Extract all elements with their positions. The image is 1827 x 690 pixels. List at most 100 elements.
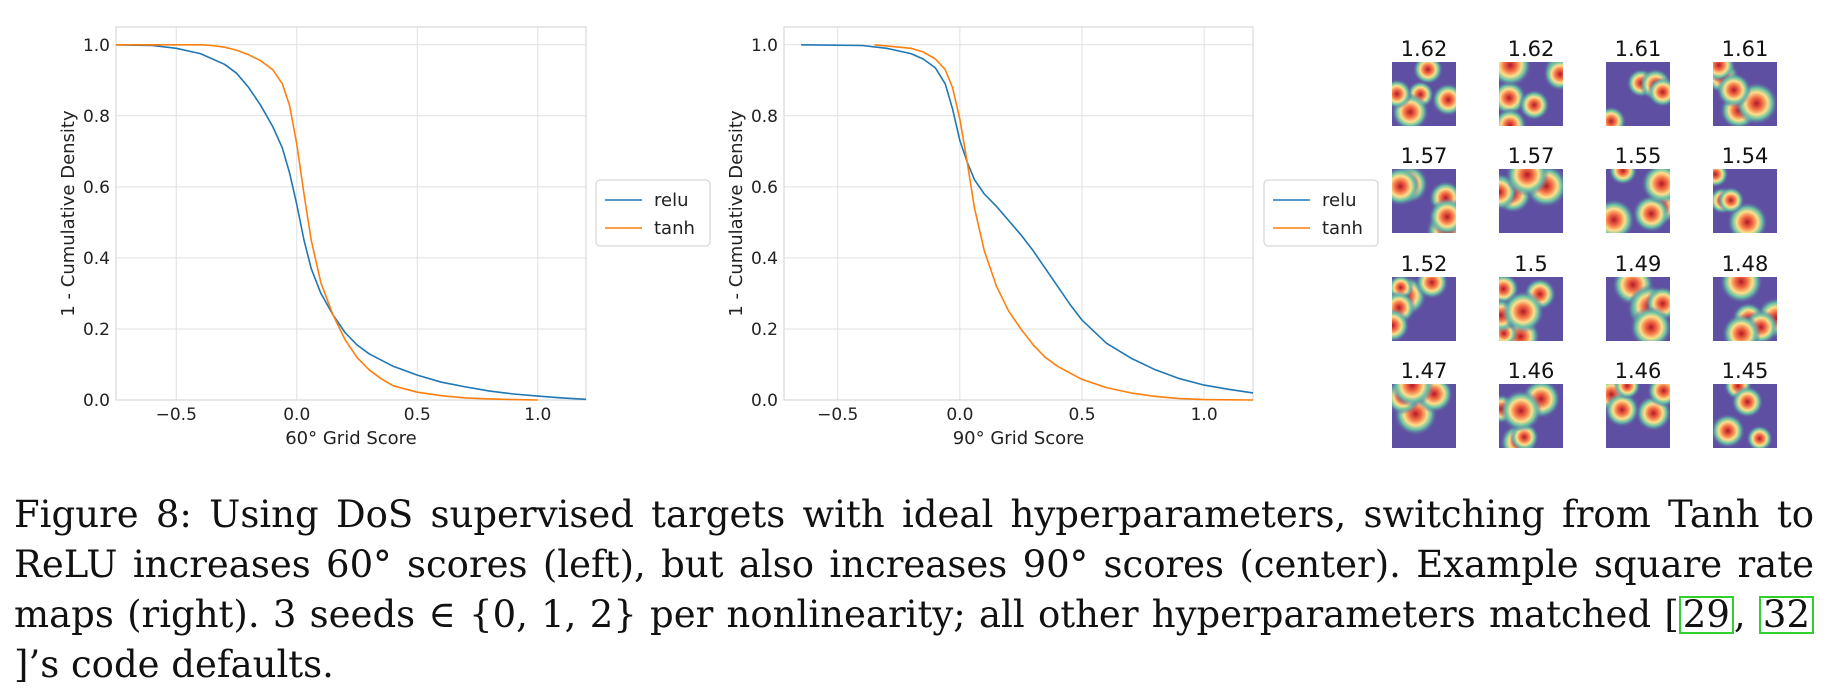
rate-map-blob — [1428, 198, 1456, 233]
left-ytick-label: 0.0 — [83, 391, 110, 411]
rate-map-blob — [1632, 194, 1670, 233]
rate-map-score: 1.54 — [1722, 144, 1769, 168]
rate-map-score: 1.62 — [1401, 37, 1448, 61]
left-xlabel: 60° Grid Score — [285, 428, 417, 449]
left-series-relu — [115, 44, 587, 401]
rate-map-blob — [1713, 413, 1746, 448]
center-xtick-label: 0.5 — [1068, 405, 1095, 425]
rate-map-blob — [1501, 290, 1545, 333]
center-ytick-label: 0.6 — [751, 178, 778, 198]
rate-map-blob — [1392, 169, 1421, 207]
chart-left-60-degree: −0.5 0.0 0.5 1.0 0.0 0.2 0.4 0.6 0.8 1.0 60° Grid … — [58, 26, 711, 449]
caption-text-end: ’s code defaults. — [28, 643, 334, 686]
rate-map-blob — [1543, 62, 1563, 91]
rate-map-score: 1.48 — [1722, 252, 1769, 276]
rate-map-score: 1.49 — [1615, 252, 1662, 276]
figure-caption: Figure 8: Using DoS supervised targets w… — [14, 493, 1814, 686]
left-series-tanh — [116, 43, 538, 401]
rate-map-grid: 1.62 1.62 1.61 1.61 1.57 1.57 1.55 1.54 1.52 1.5 1… — [1392, 37, 1777, 448]
center-legend: relu tanh — [1263, 179, 1379, 247]
left-legend-box — [595, 179, 711, 247]
rate-map-blob — [1629, 306, 1670, 341]
rate-map-blob — [1518, 89, 1550, 121]
rate-map-score: 1.46 — [1508, 359, 1555, 383]
left-ylabel: 1 - Cumulative Density — [58, 110, 79, 317]
rate-map: 1.5 — [1499, 252, 1563, 341]
center-ytick-label: 0.2 — [751, 320, 778, 340]
rate-map-blob — [1392, 78, 1412, 109]
rate-map-blob — [1613, 384, 1641, 400]
caption-text: Figure 8: Using DoS supervised targets w… — [14, 493, 1814, 636]
left-ytick-label: 0.2 — [83, 320, 110, 340]
citation-link-32[interactable]: 32 — [1758, 596, 1814, 634]
left-xtick-label: 1.0 — [524, 405, 551, 425]
rate-map: 1.61 — [1606, 37, 1670, 126]
rate-map: 1.57 — [1392, 144, 1456, 233]
center-ytick-label: 0.0 — [751, 391, 778, 411]
left-legend-label-relu: relu — [654, 190, 689, 211]
rate-map-blob — [1713, 169, 1729, 188]
citation-link-29[interactable]: 29 — [1678, 596, 1734, 634]
rate-map-blob — [1606, 106, 1627, 126]
center-xlabel: 90° Grid Score — [953, 428, 1085, 449]
rate-map-blob — [1721, 314, 1761, 341]
rate-map: 1.46 — [1499, 359, 1563, 448]
rate-map: 1.61 — [1713, 37, 1777, 126]
rate-map-blob — [1641, 169, 1670, 205]
rate-map-blob — [1716, 72, 1752, 108]
rate-map-score: 1.55 — [1615, 144, 1662, 168]
left-ytick-label: 1.0 — [83, 36, 110, 56]
rate-map-blob — [1731, 385, 1764, 418]
rate-map-score: 1.61 — [1615, 37, 1662, 61]
rate-map-blob — [1499, 62, 1532, 87]
rate-map-score: 1.62 — [1508, 37, 1555, 61]
caption-separator: , — [1733, 593, 1759, 636]
rate-map-blob — [1499, 108, 1527, 126]
rate-map-score: 1.46 — [1615, 359, 1662, 383]
center-legend-label-tanh: tanh — [1322, 218, 1363, 239]
rate-map-blob — [1392, 308, 1410, 341]
rate-map-blob — [1608, 169, 1638, 185]
rate-map-score: 1.52 — [1401, 252, 1448, 276]
rate-map-blob — [1412, 62, 1444, 85]
rate-map: 1.55 — [1606, 144, 1670, 233]
rate-map: 1.47 — [1392, 359, 1456, 448]
rate-map: 1.45 — [1713, 359, 1777, 448]
rate-map-blob — [1500, 389, 1542, 432]
rate-map: 1.52 — [1392, 252, 1456, 341]
rate-map-blob — [1392, 384, 1434, 407]
center-legend-label-relu: relu — [1322, 190, 1357, 211]
center-xtick-label: 0.0 — [946, 405, 973, 425]
rate-map-blob — [1647, 384, 1670, 408]
left-xtick-label: 0.5 — [404, 405, 431, 425]
rate-map-score: 1.45 — [1722, 359, 1769, 383]
rate-map-blob — [1415, 277, 1449, 300]
rate-map: 1.62 — [1499, 37, 1563, 126]
rate-map-blob — [1606, 392, 1640, 428]
rate-map-score: 1.5 — [1514, 252, 1547, 276]
center-xtick-label: −0.5 — [817, 405, 858, 425]
rate-map-score: 1.57 — [1508, 144, 1555, 168]
rate-map-blob — [1717, 186, 1745, 214]
left-legend-label-tanh: tanh — [654, 218, 695, 239]
left-legend: relu tanh — [595, 179, 711, 247]
center-series-relu — [801, 44, 1254, 394]
center-ylabel: 1 - Cumulative Density — [726, 110, 747, 317]
left-xtick-label: 0.0 — [283, 405, 310, 425]
rate-map: 1.49 — [1606, 252, 1670, 341]
center-series-tanh — [874, 44, 1254, 401]
rate-map-blob — [1647, 77, 1670, 108]
chart-center-90-degree: −0.5 0.0 0.5 1.0 0.0 0.2 0.4 0.6 0.8 1.0 90° Grid … — [726, 26, 1379, 449]
rate-map-blob — [1606, 198, 1636, 233]
rate-map-blob — [1746, 425, 1773, 448]
rate-map: 1.54 — [1713, 144, 1777, 233]
rate-map: 1.48 — [1713, 252, 1777, 341]
center-ytick-label: 0.4 — [751, 249, 778, 269]
rate-map: 1.57 — [1499, 144, 1563, 233]
rate-map: 1.62 — [1392, 37, 1456, 126]
center-xtick-label: 1.0 — [1191, 405, 1218, 425]
center-plot-frame — [783, 26, 1254, 401]
rate-map-blob — [1431, 83, 1456, 117]
rate-map-score: 1.61 — [1722, 37, 1769, 61]
left-plot-frame — [115, 26, 587, 401]
